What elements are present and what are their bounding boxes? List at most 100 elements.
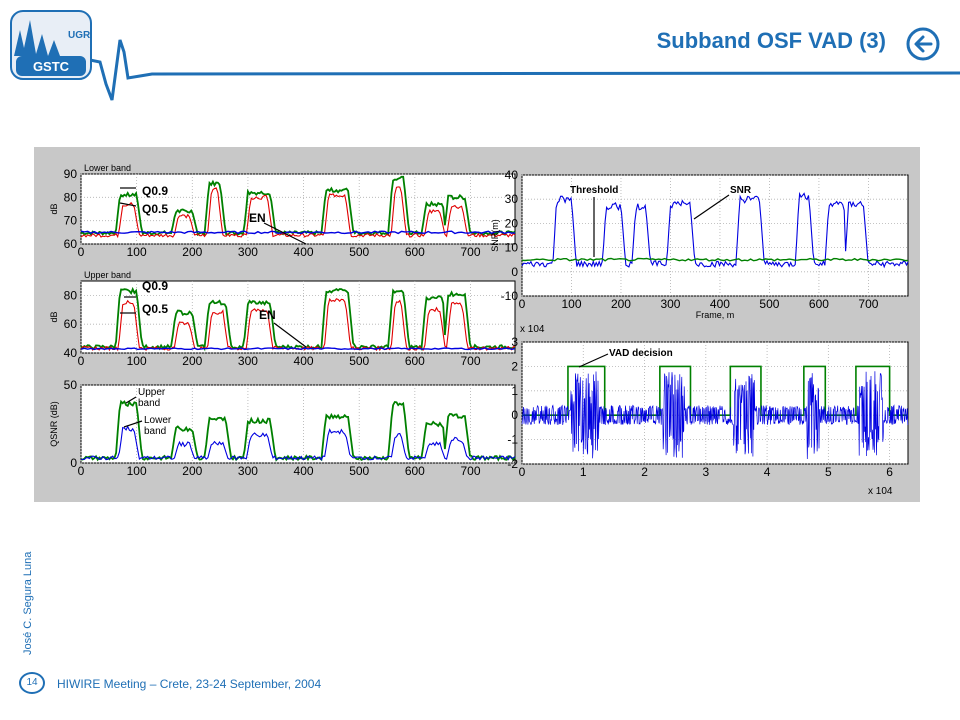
- header-graphic: [89, 39, 960, 101]
- lower-band-ytick-label: 80: [64, 190, 78, 204]
- snr-ytick-label: 30: [505, 192, 519, 206]
- upper-band-xtick-label: 200: [182, 354, 202, 368]
- annotation-arrow: [273, 322, 307, 348]
- header-underline: [89, 39, 960, 101]
- upper-band-ytick-label: 60: [64, 317, 78, 331]
- vad-decision-xtick-label: 6: [886, 465, 893, 479]
- qsnr-xtick-label: 200: [182, 464, 202, 478]
- arrow-left-circle-icon: [906, 27, 940, 61]
- vad-decision-y-multiplier: x 104: [520, 324, 545, 335]
- page-number: 14: [19, 672, 45, 694]
- annotation-arrow: [119, 202, 137, 207]
- snr-ytick-label: 20: [505, 216, 519, 230]
- vad-decision-line: [522, 365, 908, 417]
- lower-band-ytick-label: 60: [64, 237, 78, 251]
- lower-band-xtick-label: 500: [349, 245, 369, 259]
- annotation-arrow: [125, 396, 137, 404]
- upper-band-xtick-label: 700: [460, 354, 480, 368]
- annotation-arrow: [263, 222, 307, 245]
- lower-band-xtick-label: 200: [182, 245, 202, 259]
- lower-band-ytick-label: 70: [64, 214, 78, 228]
- snr-xtick-label: 400: [710, 297, 730, 311]
- snr-annotation: SNR: [730, 185, 752, 196]
- qsnr-series-lower-band: [80, 425, 516, 461]
- lower-band-annotation: Q0.5: [142, 202, 168, 216]
- snr-ylabel: SNR(m): [490, 219, 500, 252]
- qsnr-xtick-label: 700: [460, 464, 480, 478]
- upper-band-annotation: Q0.9: [142, 279, 168, 293]
- qsnr-ytick-label: 0: [70, 456, 77, 470]
- vad-decision-ytick-label: -1: [507, 433, 518, 447]
- lower-band-xtick-label: 100: [127, 245, 147, 259]
- qsnr-annotation: Lower band: [144, 415, 172, 437]
- snr-series-snr: [521, 191, 909, 269]
- qsnr-xtick-label: 100: [127, 464, 147, 478]
- lower-band-ytick-label: 90: [64, 167, 78, 181]
- snr-xlabel: Frame, m: [696, 310, 735, 320]
- snr-ytick-label: 10: [505, 241, 519, 255]
- annotation-arrow: [693, 194, 730, 220]
- snr-ytick-label: 0: [511, 265, 518, 279]
- qsnr-xtick-label: 600: [405, 464, 425, 478]
- upper-band-xtick-label: 100: [127, 354, 147, 368]
- upper-band-ytick-label: 40: [64, 346, 78, 360]
- vad-decision-ytick-label: 2: [511, 359, 518, 373]
- snr-ytick-label: -10: [501, 289, 519, 303]
- vad-decision-xtick-label: 1: [580, 465, 587, 479]
- qsnr-plot-area: [80, 384, 516, 464]
- snr-xtick-label: 700: [858, 297, 878, 311]
- lower-band-xtick-label: 400: [294, 245, 314, 259]
- lower-band-annotation: Q0.9: [142, 184, 168, 198]
- upper-band-ytick-label: 80: [64, 288, 78, 302]
- lower-band-series-en: [80, 230, 516, 235]
- back-button[interactable]: [906, 27, 940, 61]
- qsnr-ytick-label: 50: [64, 378, 78, 392]
- upper-band-annotation: Q0.5: [142, 302, 168, 316]
- snr-ytick-label: 40: [505, 168, 519, 182]
- lower-band-ylabel: dB: [49, 203, 59, 214]
- vad-decision-xtick-label: 3: [702, 465, 709, 479]
- snr-series-threshold: [521, 257, 909, 262]
- lower-band-xtick-label: 0: [78, 245, 85, 259]
- upper-band-series-en: [80, 347, 516, 351]
- lower-band-xtick-label: 600: [405, 245, 425, 259]
- lower-band-xtick-label: 300: [238, 245, 258, 259]
- qsnr-xtick-label: 500: [349, 464, 369, 478]
- upper-band-ylabel: dB: [49, 311, 59, 322]
- page-title: Subband OSF VAD (3): [656, 28, 886, 53]
- vad-decision-xtick-label: 4: [764, 465, 771, 479]
- qsnr-ylabel: QSNR (dB): [49, 401, 59, 447]
- vad-decision-annotation: VAD decision: [609, 348, 673, 359]
- upper-band-xtick-label: 400: [294, 354, 314, 368]
- logo-top-text: UGR: [68, 30, 91, 41]
- vad-decision-ytick-label: 0: [511, 408, 518, 422]
- snr-annotation: Threshold: [570, 185, 618, 196]
- qsnr-xtick-label: 300: [238, 464, 258, 478]
- snr-xtick-label: 100: [561, 297, 581, 311]
- qsnr-annotation: Upper band: [138, 387, 166, 409]
- qsnr-xtick-label: 400: [294, 464, 314, 478]
- snr-xtick-label: 200: [611, 297, 631, 311]
- lower-band-series-q0-5: [80, 186, 516, 239]
- vad-decision-xtick-label: 2: [641, 465, 648, 479]
- logo-bottom-text: GSTC: [33, 59, 70, 74]
- upper-band-xtick-label: 0: [78, 354, 85, 368]
- upper-band-xtick-label: 300: [238, 354, 258, 368]
- snr-xtick-label: 600: [809, 297, 829, 311]
- gstc-logo: UGR GSTC: [10, 10, 92, 80]
- vad-decision-x-multiplier: x 104: [868, 486, 893, 497]
- snr-plot-area: [521, 174, 909, 297]
- vad-decision-xtick-label: 0: [519, 465, 526, 479]
- snr-xtick-label: 0: [519, 297, 526, 311]
- annotation-arrow: [123, 420, 143, 428]
- vad-decision-ytick-label: 3: [511, 335, 518, 349]
- vad-decision-ytick-label: -2: [507, 457, 518, 471]
- upper-band-title: Upper band: [84, 270, 131, 280]
- snr-xtick-label: 500: [759, 297, 779, 311]
- qsnr-xtick-label: 0: [78, 464, 85, 478]
- results-figure: 0 100 200 300 400 500 600 700 60 70 80 90 dB Lower ba…: [34, 147, 920, 502]
- footer-meeting: HIWIRE Meeting – Crete, 23-24 September,…: [57, 677, 322, 691]
- lower-band-annotation: EN: [249, 211, 266, 225]
- vad-decision-ytick-label: 1: [511, 384, 518, 398]
